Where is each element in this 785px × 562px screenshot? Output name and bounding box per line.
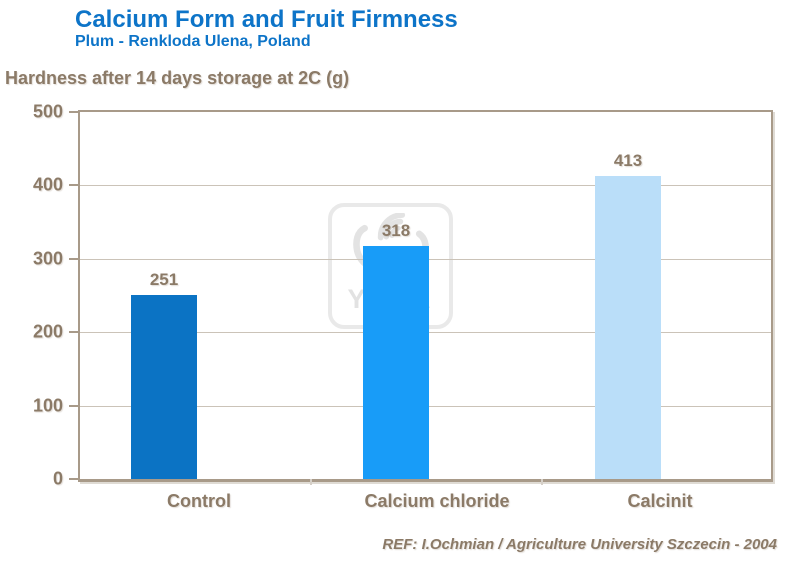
bar-value-label: 251	[149, 269, 179, 289]
y-tick-mark	[69, 404, 79, 407]
bar-value-label: 413	[613, 150, 643, 170]
y-tick-mark	[69, 478, 79, 480]
y-tick-label: 0	[52, 468, 63, 489]
x-axis-label-calcium-chloride: Calcium chloride	[364, 491, 510, 511]
x-axis-label-calcinit: Calcinit	[627, 491, 693, 511]
x-category-tick	[310, 479, 313, 485]
y-tick-mark	[69, 257, 79, 260]
y-tick-mark	[69, 331, 79, 334]
bar-calcinit	[595, 175, 661, 479]
y-tick-label: 500	[32, 101, 63, 122]
bar-calcium-chloride	[363, 245, 429, 479]
chart-subtitle: Plum - Renkloda Ulena, Poland	[75, 33, 311, 50]
y-tick-label: 200	[32, 321, 63, 342]
y-tick-label: 100	[32, 395, 63, 416]
x-axis-label-control: Control	[167, 491, 231, 511]
axis-title: Hardness after 14 days storage at 2C (g)	[5, 68, 350, 88]
reference-text: REF: I.Ochmian / Agriculture University …	[382, 536, 777, 553]
y-tick-mark	[69, 111, 79, 113]
y-tick-label: 300	[32, 248, 63, 269]
y-tick-mark	[69, 184, 79, 187]
bar-value-label: 318	[381, 220, 411, 240]
x-category-tick	[540, 479, 543, 485]
plot-area: 500 400 300 200 100 0 251 318 413 Contro…	[33, 102, 773, 511]
bar-group-calcinit: 413	[595, 112, 661, 479]
bar-control	[131, 294, 197, 479]
bar-group-calcium-chloride: 318	[363, 112, 429, 479]
chart-title: Calcium Form and Fruit Firmness	[75, 6, 458, 33]
gridline-400	[80, 185, 771, 187]
y-tick-label: 400	[32, 174, 63, 195]
bar-group-control: 251	[131, 112, 197, 479]
